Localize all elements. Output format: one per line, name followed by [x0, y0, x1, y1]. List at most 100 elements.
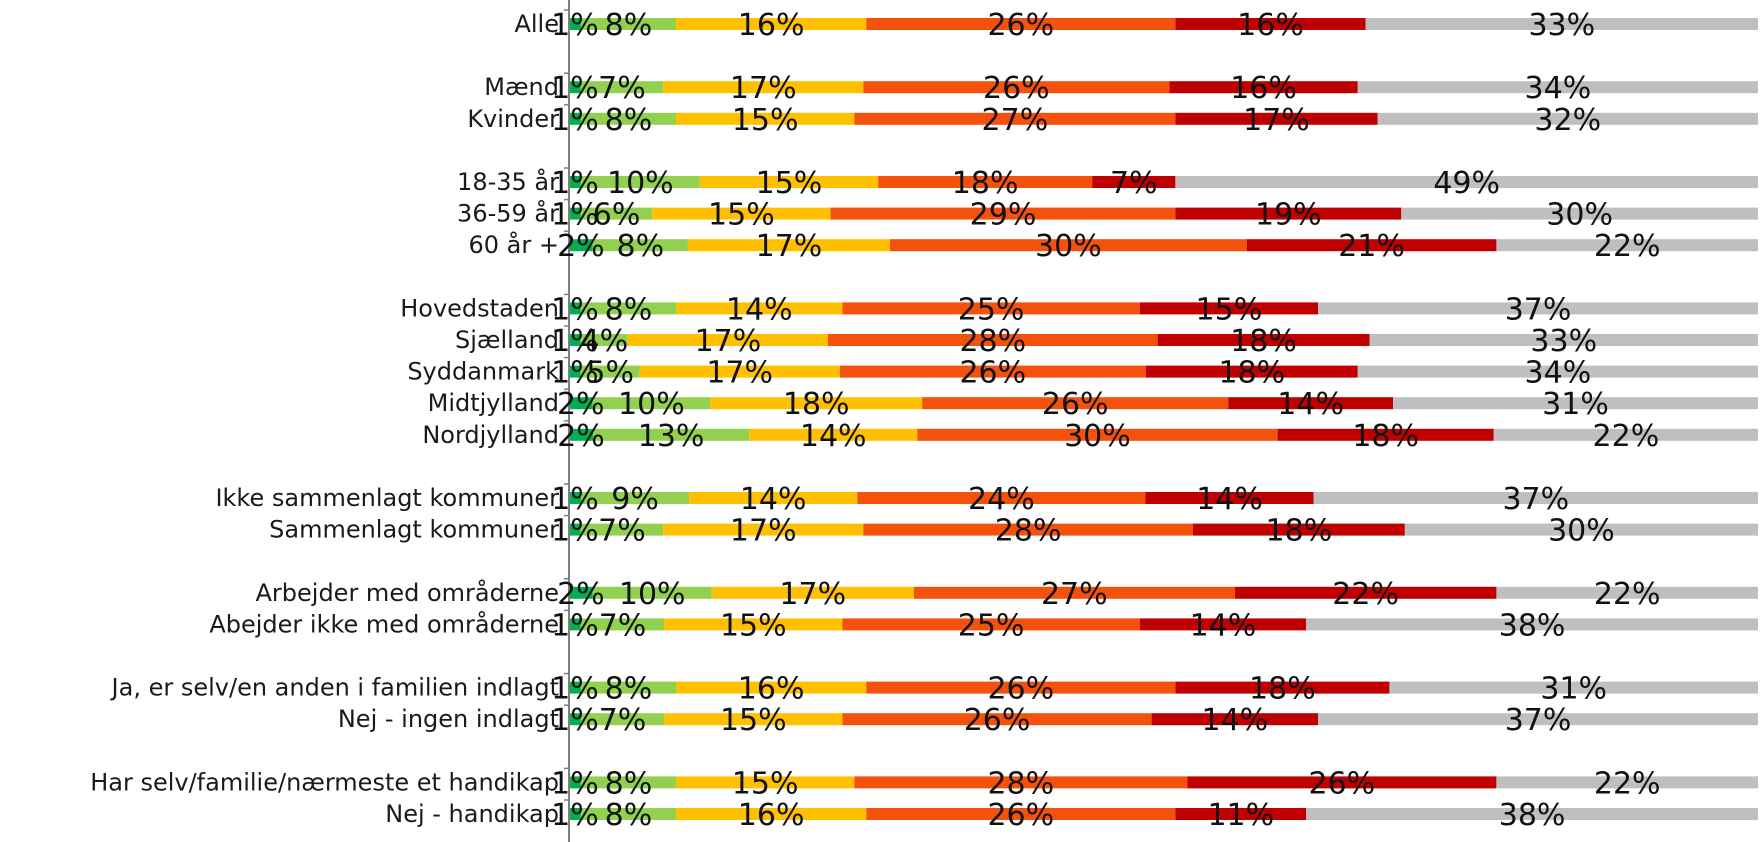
bar-segment — [854, 112, 1176, 125]
bar-segment — [1092, 176, 1176, 188]
data-label: 26% — [983, 71, 1050, 106]
data-label: 22% — [1594, 229, 1661, 264]
data-label: 16% — [738, 672, 805, 707]
data-label: 16% — [738, 8, 805, 43]
data-label: 1% — [551, 482, 599, 517]
data-label: 1% — [551, 672, 599, 707]
bar-segment — [676, 808, 867, 820]
bar-segment — [711, 586, 914, 599]
bar-segment — [827, 334, 1158, 346]
data-label: 22% — [1594, 577, 1661, 612]
data-label: 14% — [800, 419, 867, 454]
bar-segment — [1169, 81, 1358, 94]
bar-segment — [1175, 808, 1307, 820]
data-label: 16% — [738, 798, 805, 833]
bar-segment — [1175, 207, 1402, 220]
bar-segment — [1357, 365, 1758, 378]
bar-segment — [890, 239, 1247, 252]
bar-segment — [569, 365, 581, 378]
data-label: 17% — [706, 356, 773, 391]
data-label: 14% — [740, 482, 807, 517]
data-label: 8% — [605, 672, 653, 707]
bar-segment — [842, 302, 1140, 315]
data-label: 1% — [551, 608, 599, 643]
data-label: 14% — [726, 292, 793, 327]
data-label: 8% — [605, 798, 653, 833]
data-label: 19% — [1255, 198, 1322, 233]
bar-segment — [569, 492, 582, 504]
bar-segment — [569, 81, 581, 94]
data-label: 1% — [551, 703, 599, 738]
data-label: 29% — [970, 198, 1037, 233]
data-label: 26% — [1042, 387, 1109, 422]
data-label: 15% — [732, 103, 799, 138]
bar-segment — [839, 365, 1146, 378]
bar-segment — [913, 586, 1235, 599]
category-label: Alle — [514, 10, 559, 38]
data-label: 2% — [557, 577, 605, 612]
bar-segment — [664, 713, 843, 726]
bar-segment — [1496, 239, 1758, 252]
data-label: 17% — [756, 229, 823, 264]
bar-segment — [689, 492, 858, 504]
bar-segment — [664, 618, 843, 631]
bar-segment — [1175, 18, 1366, 30]
category-label: Ikke sammenlagt kommuner — [215, 484, 559, 512]
category-label: Kvinder — [467, 105, 559, 133]
bar-segment — [580, 681, 677, 694]
bar-segment — [580, 808, 677, 820]
category-label: Har selv/familie/nærmeste et handikap — [90, 768, 559, 796]
bar-segment — [1157, 334, 1370, 346]
bar-segment — [1365, 18, 1758, 30]
data-label: 21% — [1338, 229, 1405, 264]
data-label: 2% — [557, 419, 605, 454]
bar-segment — [922, 397, 1229, 410]
bar-segment — [1393, 397, 1758, 410]
data-label: 1% — [551, 292, 599, 327]
data-label: 2% — [557, 229, 605, 264]
data-label: 17% — [730, 71, 797, 106]
data-label: 15% — [732, 766, 799, 801]
data-label: 31% — [1542, 387, 1609, 422]
data-label: 1% — [551, 71, 599, 106]
bar-segment — [830, 207, 1176, 220]
bar-segment — [1192, 523, 1405, 536]
data-label: 7% — [1110, 166, 1158, 201]
data-label: 8% — [605, 103, 653, 138]
bar-segment — [1234, 586, 1497, 599]
bar-segment — [1401, 207, 1758, 220]
data-label: 22% — [1594, 766, 1661, 801]
data-label: 11% — [1207, 798, 1274, 833]
data-label: 38% — [1499, 608, 1566, 643]
bar-segment — [842, 713, 1152, 726]
bar-segment — [652, 207, 831, 220]
data-label: 34% — [1525, 71, 1592, 106]
data-label: 18% — [1230, 324, 1297, 359]
bar-segment — [580, 618, 665, 631]
category-label: Syddanmark — [407, 358, 559, 386]
bar-segment — [1306, 808, 1758, 820]
axis-layer — [564, 0, 570, 842]
bar-segment — [866, 18, 1176, 30]
bar-segment — [676, 776, 855, 789]
bar-segment — [863, 81, 1170, 94]
bar-segment — [710, 397, 923, 410]
data-label: 5% — [586, 356, 634, 391]
bar-segment — [569, 239, 593, 252]
data-label: 18% — [783, 387, 850, 422]
data-label: 7% — [598, 514, 646, 549]
category-label: Nej - handikap — [385, 800, 559, 828]
bar-segment — [1496, 586, 1758, 599]
data-label: 49% — [1433, 166, 1500, 201]
bar-segment — [627, 334, 828, 346]
bar-segment — [592, 397, 711, 410]
data-label: 14% — [1196, 482, 1263, 517]
bar-segment — [569, 776, 581, 789]
data-label: 2% — [557, 387, 605, 422]
data-label: 4% — [581, 324, 629, 359]
data-label: 28% — [995, 514, 1062, 549]
bar-segment — [1145, 365, 1358, 378]
data-label: 30% — [1546, 198, 1613, 233]
data-label: 17% — [695, 324, 762, 359]
